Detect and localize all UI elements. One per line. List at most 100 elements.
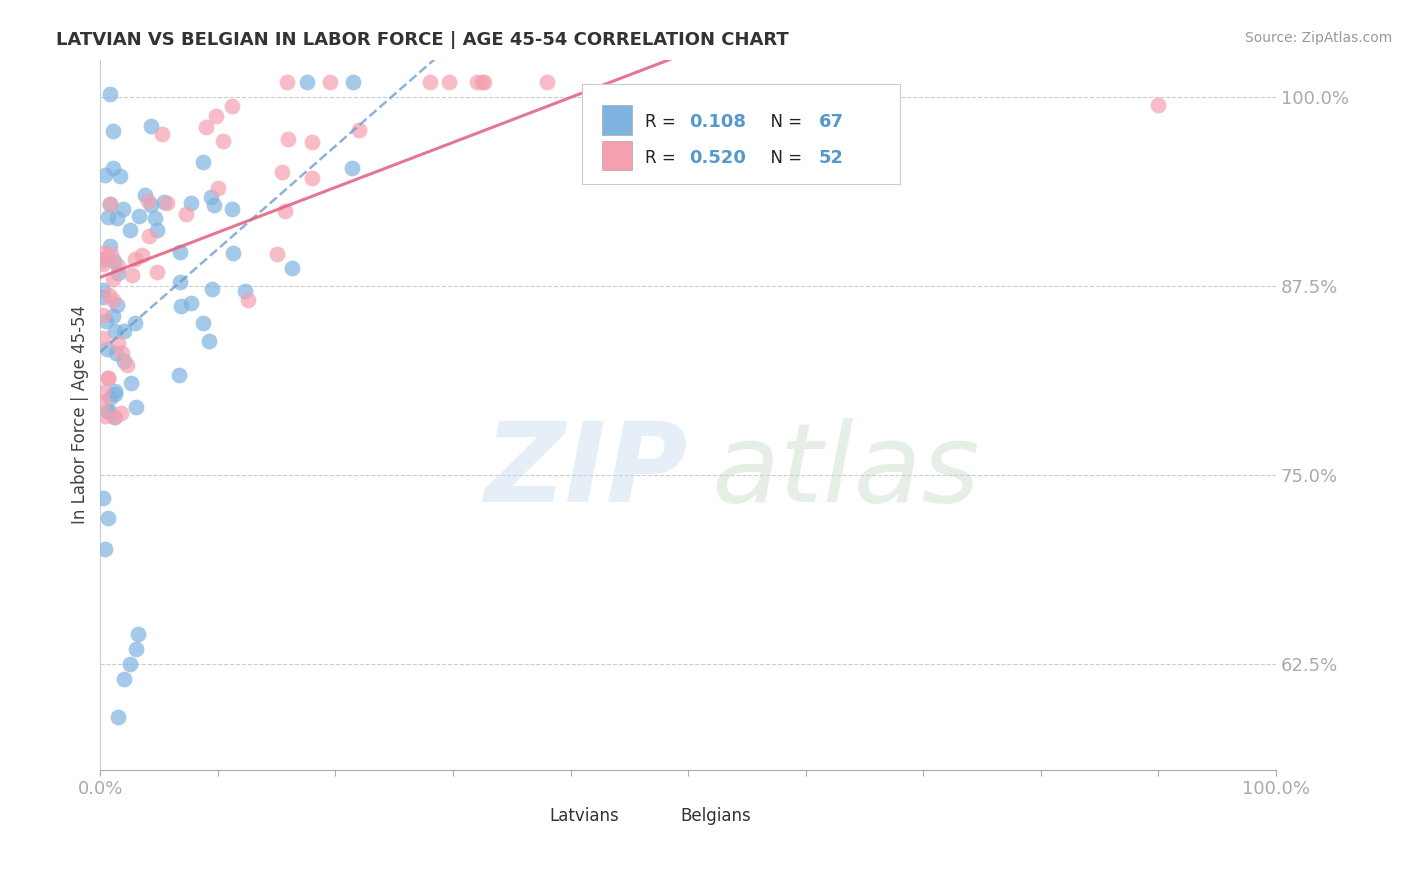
Point [104,387,127,401]
Point [211,134,233,148]
Point [91,491,114,506]
Point [103,293,125,307]
Point [152,195,174,210]
Text: 67: 67 [818,113,844,131]
Point [104,409,127,424]
Point [437,75,460,89]
Point [96,404,118,418]
Point [128,209,150,223]
Point [124,252,146,266]
Point [94,314,117,328]
Y-axis label: In Labor Force | Age 45-54: In Labor Force | Age 45-54 [72,305,89,524]
Point [301,135,323,149]
Point [112,324,135,338]
Point [103,410,125,425]
Text: atlas: atlas [711,418,980,525]
Point [170,299,193,313]
Text: ZIP: ZIP [485,418,688,525]
Point [150,127,173,141]
Point [198,334,221,348]
Point [536,75,558,89]
Point [276,75,298,89]
Text: R =: R = [645,113,681,131]
Point [111,346,134,360]
Point [118,223,141,237]
Point [191,154,214,169]
Point [111,202,134,217]
Point [136,194,159,209]
Point [347,123,370,137]
Point [201,282,224,296]
Point [124,316,146,330]
Text: Belgians: Belgians [681,807,751,825]
Point [101,271,124,285]
FancyBboxPatch shape [517,805,544,827]
Point [96,251,118,265]
Point [98,391,121,405]
Point [127,627,149,641]
Point [107,260,129,274]
Point [97,371,120,385]
Point [91,253,114,268]
Point [233,284,256,298]
Point [274,203,297,218]
Point [97,371,120,385]
Text: 0.108: 0.108 [689,113,747,131]
Point [236,293,259,308]
Point [169,275,191,289]
Point [120,376,142,390]
Point [169,368,191,383]
Point [104,324,127,338]
Point [104,384,127,399]
Point [110,406,132,420]
Text: Latvians: Latvians [550,807,619,825]
Point [465,75,488,89]
Point [100,247,122,261]
Text: R =: R = [645,149,681,167]
Point [93,290,115,304]
Point [271,165,294,179]
Point [101,124,124,138]
Point [204,109,226,123]
Point [112,354,135,368]
Point [91,394,114,409]
Point [105,298,128,312]
Point [169,244,191,259]
Point [472,75,495,89]
Point [139,119,162,133]
Point [112,672,135,686]
Point [301,171,323,186]
FancyBboxPatch shape [582,85,900,184]
Point [107,710,129,724]
Point [93,246,115,260]
Point [115,358,138,372]
Point [91,283,114,297]
Point [98,197,121,211]
Point [100,405,122,419]
Text: Source: ZipAtlas.com: Source: ZipAtlas.com [1244,31,1392,45]
Point [101,161,124,175]
Point [96,343,118,357]
Point [146,223,169,237]
Point [146,265,169,279]
Point [281,260,304,275]
Point [340,161,363,175]
FancyBboxPatch shape [602,141,631,170]
Point [266,247,288,261]
Point [103,254,125,268]
Point [124,642,146,657]
Point [107,266,129,280]
Point [93,308,115,322]
Point [319,75,342,89]
Point [342,75,364,89]
Point [103,309,125,323]
Point [108,169,131,184]
Text: LATVIAN VS BELGIAN IN LABOR FORCE | AGE 45-54 CORRELATION CHART: LATVIAN VS BELGIAN IN LABOR FORCE | AGE … [56,31,789,49]
Point [180,296,202,310]
Point [295,75,318,89]
Point [207,181,229,195]
Point [222,245,245,260]
Point [98,197,121,211]
Point [277,131,299,145]
Point [94,409,117,424]
